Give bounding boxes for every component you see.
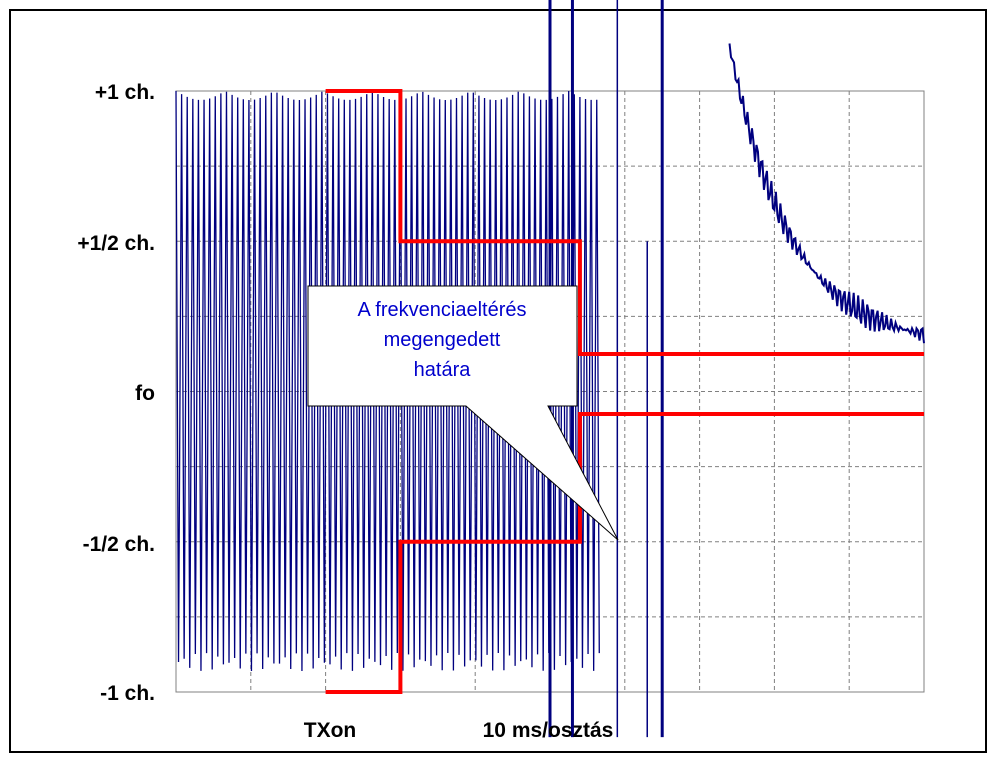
callout: A frekvenciaeltérés megengedett határa (307, 285, 619, 541)
callout-line-2: megengedett (384, 329, 501, 351)
limit-mask (325, 89, 924, 694)
y-tick-label: -1/2 ch. (83, 533, 155, 556)
y-tick-labels: +1 ch. +1/2 ch. fo -1/2 ch. -1 ch. (77, 81, 155, 705)
limit-line-lower (325, 412, 924, 694)
signal-decay (728, 43, 925, 344)
limit-line-upper (325, 89, 924, 356)
callout-bubble (307, 285, 619, 541)
y-tick-label: +1 ch. (95, 81, 155, 104)
x-axis-label: 10 ms/osztás (483, 719, 614, 742)
callout-line-1: A frekvenciaeltérés (358, 299, 527, 321)
txon-label: TXon (304, 719, 357, 742)
y-tick-label: fo (135, 382, 155, 405)
y-tick-label: +1/2 ch. (77, 232, 155, 255)
y-tick-label: -1 ch. (100, 682, 155, 705)
callout-line-3: határa (414, 359, 472, 381)
